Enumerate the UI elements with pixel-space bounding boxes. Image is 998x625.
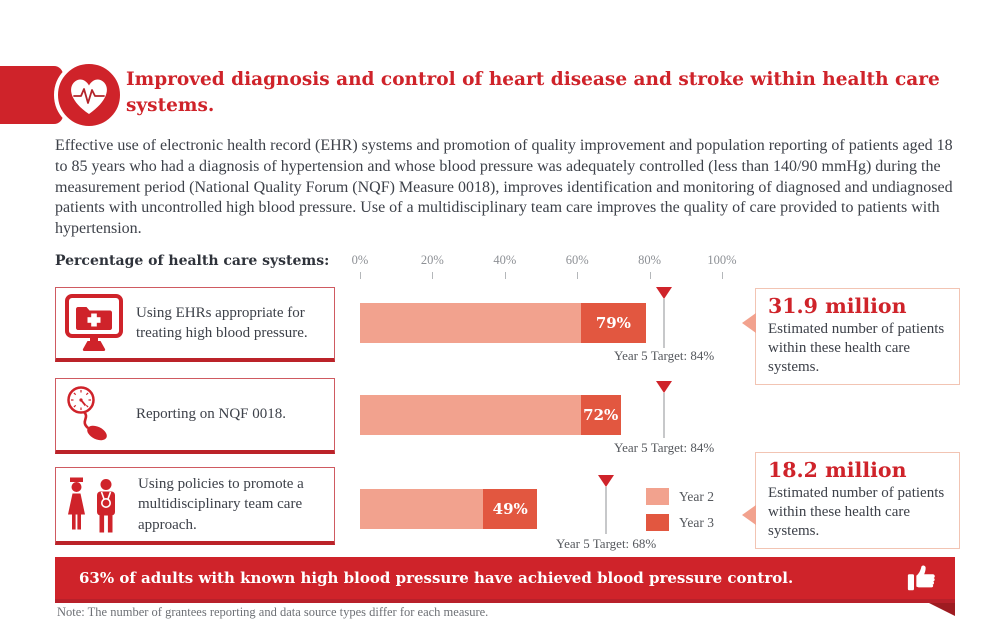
x-tick-label: 0% <box>351 253 369 267</box>
bar: 79% <box>360 303 722 343</box>
bar-value-label: 72% <box>583 406 619 424</box>
bp-gauge-icon <box>64 385 124 445</box>
legend-label: Year 3 <box>679 514 715 530</box>
callout-description: Estimated number of patients within thes… <box>768 320 945 375</box>
target-marker-icon <box>656 381 673 393</box>
bar-value-label: 79% <box>595 314 631 332</box>
highlight-banner: 63% of adults with known high blood pres… <box>55 557 955 616</box>
x-tick-label: 40% <box>493 253 517 267</box>
target-marker-icon <box>656 287 673 299</box>
bar: 72% <box>360 395 722 435</box>
x-tick-mark <box>649 272 651 279</box>
x-tick-label: 60% <box>565 253 589 267</box>
thumbs-up-icon <box>905 562 939 599</box>
x-tick-mark <box>360 272 361 279</box>
footnote: Note: The number of grantees reporting a… <box>57 605 489 619</box>
target-line <box>663 393 665 438</box>
page-title: Improved diagnosis and control of heart … <box>126 69 940 117</box>
heart-ekg-icon <box>51 57 127 133</box>
bar-year2 <box>360 395 621 435</box>
chart-row-team-care: Using policies to promote a multidiscipl… <box>0 467 998 562</box>
intro-paragraph: Effective use of electronic health recor… <box>55 137 953 238</box>
target-label: Year 5 Target: 84% <box>613 348 715 363</box>
measure-label: Reporting on NQF 0018. <box>136 406 286 423</box>
callout-description: Estimated number of patients within thes… <box>768 484 945 539</box>
measure-label: Using EHRs appropriate for treating high… <box>136 304 308 341</box>
target-label: Year 5 Target: 84% <box>613 440 715 455</box>
bar-year3-segment: 49% <box>483 489 538 529</box>
bar-year3-segment: 79% <box>580 303 646 343</box>
measure-label: Using policies to promote a multidiscipl… <box>138 476 304 533</box>
header-red-tab <box>0 66 63 124</box>
callout-arrow-icon <box>742 505 756 525</box>
callout-18-2-million: 18.2 million Estimated number of patient… <box>742 452 960 549</box>
legend-label: Year 2 <box>679 488 715 504</box>
legend-item-year2: Year 2 <box>646 487 714 506</box>
banner-text: 63% of adults with known high blood pres… <box>79 557 793 599</box>
bar-value-label: 49% <box>492 500 528 518</box>
x-tick-mark <box>577 272 579 279</box>
x-axis: 0% 20% 40% 60% 80% 100% <box>352 253 737 283</box>
ehr-monitor-icon <box>64 293 124 353</box>
chart-row-nqf: Reporting on NQF 0018. 72% Year 5 Target… <box>0 378 998 473</box>
measure-box: Reporting on NQF 0018. <box>55 378 335 454</box>
bar: 49% <box>360 489 722 529</box>
legend-swatch-year3 <box>646 514 669 531</box>
legend: Year 2 Year 3 <box>646 487 714 539</box>
x-tick-mark <box>504 272 506 279</box>
measure-box: Using EHRs appropriate for treating high… <box>55 287 335 362</box>
axis-title: Percentage of health care systems: <box>55 253 330 269</box>
x-tick-label: 100% <box>707 253 737 267</box>
callout-value: 18.2 million <box>768 458 907 482</box>
target-label: Year 5 Target: 68% <box>556 536 657 551</box>
callout-arrow-icon <box>742 313 756 333</box>
target-line <box>605 487 607 534</box>
legend-item-year3: Year 3 <box>646 513 714 532</box>
care-team-icon <box>64 476 126 534</box>
callout-value: 31.9 million <box>768 294 907 318</box>
measure-box: Using policies to promote a multidiscipl… <box>55 467 335 545</box>
target-line <box>663 299 665 348</box>
banner-highlight: 63% <box>79 569 115 587</box>
callout-31-9-million: 31.9 million Estimated number of patient… <box>742 288 960 385</box>
legend-swatch-year2 <box>646 488 669 505</box>
chart-row-ehr: Using EHRs appropriate for treating high… <box>0 287 998 382</box>
x-tick-label: 20% <box>420 253 444 267</box>
x-tick-mark <box>432 272 434 279</box>
banner-fold-corner <box>929 603 955 616</box>
bar-year3-segment: 72% <box>580 395 621 435</box>
banner-statement: of adults with known high blood pressure… <box>114 569 794 587</box>
x-tick-label: 80% <box>638 253 662 267</box>
x-tick-mark <box>722 272 723 279</box>
target-marker-icon <box>598 475 615 487</box>
